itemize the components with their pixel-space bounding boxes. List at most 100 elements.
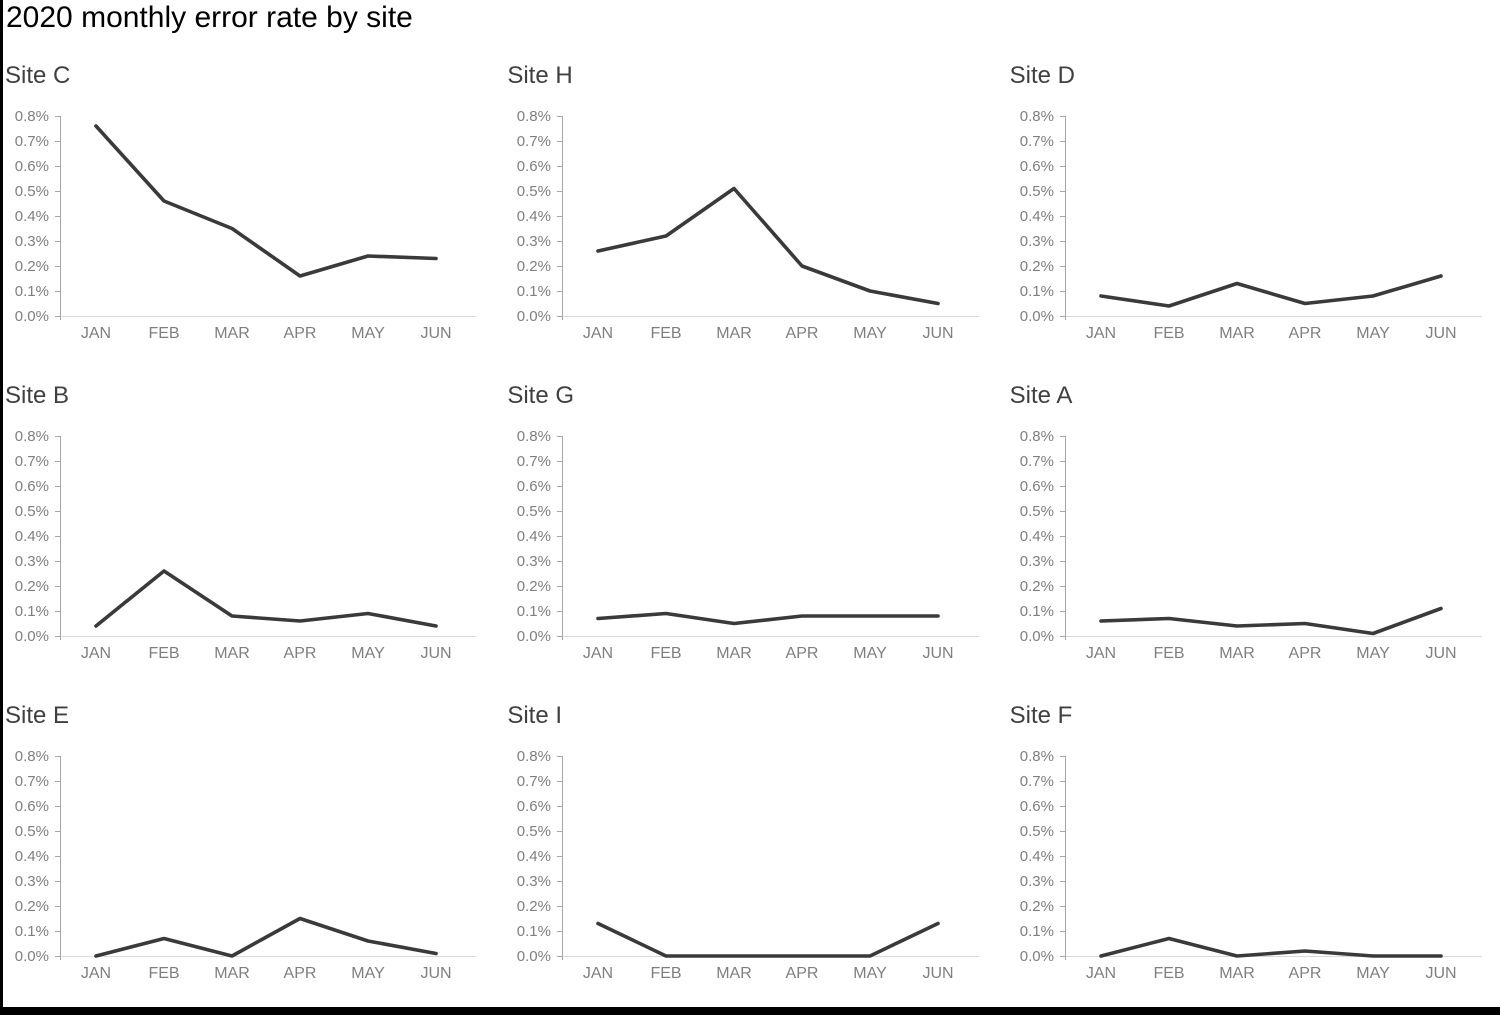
y-tick-label: 0.8% [1019,108,1053,125]
y-tick-label: 0.4% [15,848,49,865]
y-tick-label: 0.0% [15,628,49,645]
subplot-chart-site-c: 0.0% 0.1% 0.2% 0.3% 0.4% 0.5% 0.6% 0.7% 0.8% JAN F… [15,108,477,342]
y-tick-label: 0.1% [517,603,551,620]
y-tick-label: 0.3% [15,553,49,570]
y-tick-label: 0.1% [15,923,49,940]
x-tick-label: JUN [923,645,954,662]
x-tick-label: JUN [420,965,451,982]
x-tick-label: JAN [1086,645,1116,662]
x-tick-label: APR [786,645,819,662]
y-tick-label: 0.2% [1019,898,1053,915]
error-rate-line [94,916,438,958]
subplot-site-f: Site F 0.0% 0.1% 0.2% 0.3% 0.4% 0.5% 0.6% 0.7% 0.… [1008,696,1494,1015]
y-tick-label: 0.2% [517,898,551,915]
y-tick-label: 0.5% [517,503,551,520]
x-tick-label: JAN [1086,965,1116,982]
x-tick-label: JUN [1425,325,1456,342]
y-tick-label: 0.3% [517,873,551,890]
error-rate-line [94,569,438,628]
x-tick-label: MAY [1356,645,1390,662]
subplot-chart-site-g: 0.0% 0.1% 0.2% 0.3% 0.4% 0.5% 0.6% 0.7% 0.8% JAN F… [517,428,980,662]
y-tick-label: 0.5% [1019,503,1053,520]
y-tick-label: 0.1% [517,923,551,940]
x-tick-label: JUN [1425,645,1456,662]
y-tick-label: 0.4% [517,208,551,225]
x-tick-label: MAY [854,645,888,662]
y-tick-label: 0.2% [1019,258,1053,275]
error-rate-line [1098,274,1443,308]
left-border [0,0,3,1015]
y-tick-label: 0.1% [15,283,49,300]
y-tick-label: 0.4% [517,528,551,545]
y-tick-label: 0.1% [1019,603,1053,620]
subplot-chart-site-f: 0.0% 0.1% 0.2% 0.3% 0.4% 0.5% 0.6% 0.7% 0.8% JAN F… [1019,748,1482,982]
x-tick-label: MAR [1219,965,1255,982]
y-tick-label: 0.7% [15,773,49,790]
y-tick-label: 0.5% [517,823,551,840]
x-tick-label: MAY [351,325,385,342]
y-tick-label: 0.6% [1019,158,1053,175]
y-tick-label: 0.7% [517,133,551,150]
subplot-title: Site F [1009,702,1073,729]
y-tick-label: 0.4% [517,848,551,865]
subplot-site-b: Site B 0.0% 0.1% 0.2% 0.3% 0.4% 0.5% 0.6% 0.7% 0.… [3,376,489,696]
x-tick-label: JUN [1425,965,1456,982]
y-tick-label: 0.7% [1019,773,1053,790]
x-tick-label: FEB [148,965,179,982]
y-tick-label: 0.8% [15,748,49,765]
x-tick-label: FEB [1153,645,1184,662]
subplot-site-h: Site H 0.0% 0.1% 0.2% 0.3% 0.4% 0.5% 0.6% 0.7% 0.… [505,56,991,376]
x-tick-label: MAR [717,645,753,662]
x-tick-label: APR [284,965,317,982]
y-tick-label: 0.8% [1019,428,1053,445]
error-rate-line [596,611,941,626]
x-tick-label: JAN [583,645,613,662]
x-tick-label: FEB [651,965,682,982]
y-tick-label: 0.8% [517,748,551,765]
x-tick-label: APR [1288,325,1321,342]
y-tick-label: 0.2% [15,578,49,595]
y-tick-label: 0.2% [15,258,49,275]
y-tick-label: 0.3% [1019,873,1053,890]
x-tick-label: MAR [1219,325,1255,342]
subplot-title: Site B [5,382,70,409]
subplot-title: Site H [507,62,573,89]
x-tick-label: APR [284,645,317,662]
x-tick-label: FEB [148,645,179,662]
x-tick-label: APR [284,325,317,342]
x-tick-label: MAY [351,965,385,982]
y-tick-label: 0.3% [1019,233,1053,250]
y-tick-label: 0.1% [1019,283,1053,300]
subplot-title: Site E [5,702,70,729]
x-tick-label: MAR [214,965,250,982]
y-tick-label: 0.3% [15,873,49,890]
x-tick-label: MAY [854,965,888,982]
y-tick-label: 0.5% [15,183,49,200]
x-tick-label: APR [786,325,819,342]
x-tick-label: APR [1288,965,1321,982]
x-tick-label: MAY [1356,965,1390,982]
y-tick-label: 0.3% [1019,553,1053,570]
error-rate-line [596,921,941,958]
x-tick-label: MAY [351,645,385,662]
y-tick-label: 0.2% [517,258,551,275]
y-tick-label: 0.3% [517,233,551,250]
subplot-site-d: Site D 0.0% 0.1% 0.2% 0.3% 0.4% 0.5% 0.6% 0.7% 0.… [1008,56,1494,376]
error-rate-line [596,186,941,306]
subplot-site-e: Site E 0.0% 0.1% 0.2% 0.3% 0.4% 0.5% 0.6% 0.7% 0.… [3,696,489,1015]
x-tick-label: JUN [420,325,451,342]
subplot-chart-site-d: 0.0% 0.1% 0.2% 0.3% 0.4% 0.5% 0.6% 0.7% 0.8% JAN F… [1019,108,1482,342]
y-tick-label: 0.8% [15,108,49,125]
x-tick-label: FEB [651,325,682,342]
subplot-chart-site-e: 0.0% 0.1% 0.2% 0.3% 0.4% 0.5% 0.6% 0.7% 0.8% JAN F… [15,748,477,982]
y-tick-label: 0.5% [1019,183,1053,200]
y-tick-label: 0.0% [517,628,551,645]
x-tick-label: APR [786,965,819,982]
y-tick-label: 0.0% [1019,948,1053,965]
y-tick-label: 0.7% [1019,133,1053,150]
x-tick-label: MAR [1219,645,1255,662]
x-tick-label: MAY [854,325,888,342]
subplot-site-c: Site C 0.0% 0.1% 0.2% 0.3% 0.4% 0.5% 0.6% 0.7% 0.… [3,56,489,376]
subplot-site-g: Site G 0.0% 0.1% 0.2% 0.3% 0.4% 0.5% 0.6% 0.7% 0.… [505,376,991,696]
